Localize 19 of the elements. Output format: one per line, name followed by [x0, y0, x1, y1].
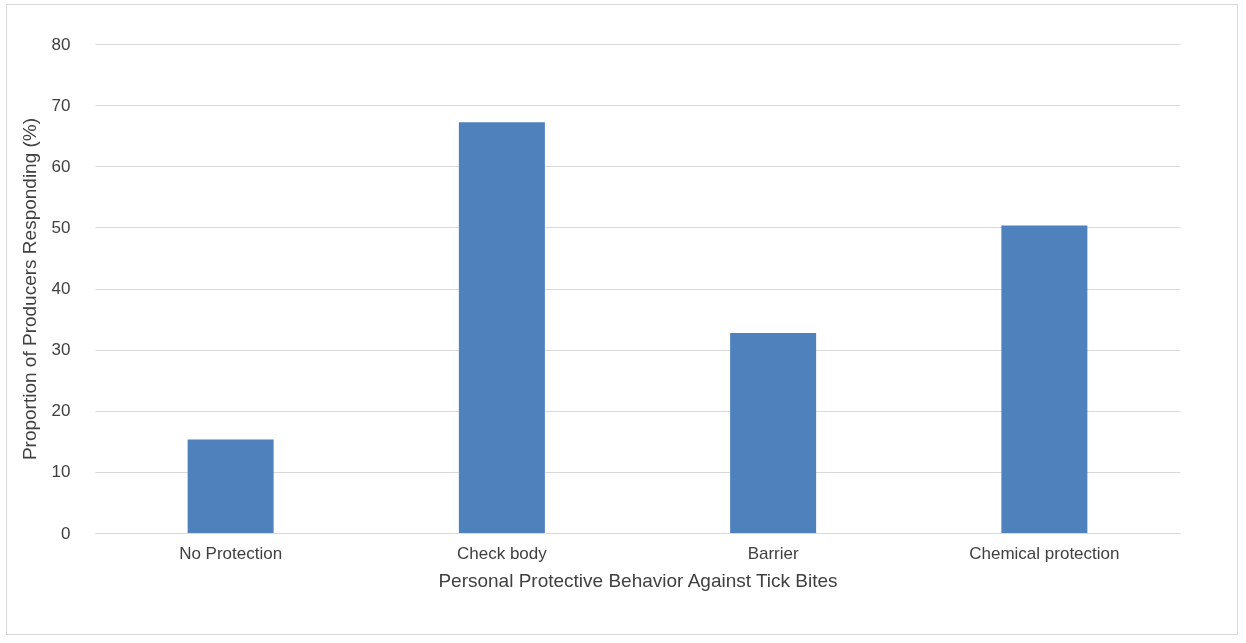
bar	[187, 439, 274, 533]
x-tick-label: Barrier	[747, 543, 799, 563]
bar	[1001, 225, 1088, 533]
y-tick-label: 20	[51, 401, 71, 421]
y-tick-label: 40	[51, 279, 71, 298]
y-tick-label: 60	[51, 156, 71, 176]
y-tick-label: 0	[61, 523, 71, 543]
y-axis-title: Proportion of Producers Responding (%)	[18, 117, 40, 461]
bar	[458, 122, 545, 533]
y-tick-label: 10	[51, 462, 71, 482]
y-tick-label: 50	[51, 217, 71, 237]
x-tick-label: Check body	[456, 543, 548, 563]
y-tick-label: 30	[51, 340, 71, 360]
x-tick-label: No Protection	[179, 543, 283, 563]
x-axis-title: Personal Protective Behavior Against Tick Bites	[438, 569, 838, 591]
bar	[730, 333, 817, 533]
y-tick-label: 80	[51, 34, 71, 54]
x-tick-label: Chemical protection	[969, 543, 1120, 563]
y-tick-label: 70	[51, 95, 71, 115]
